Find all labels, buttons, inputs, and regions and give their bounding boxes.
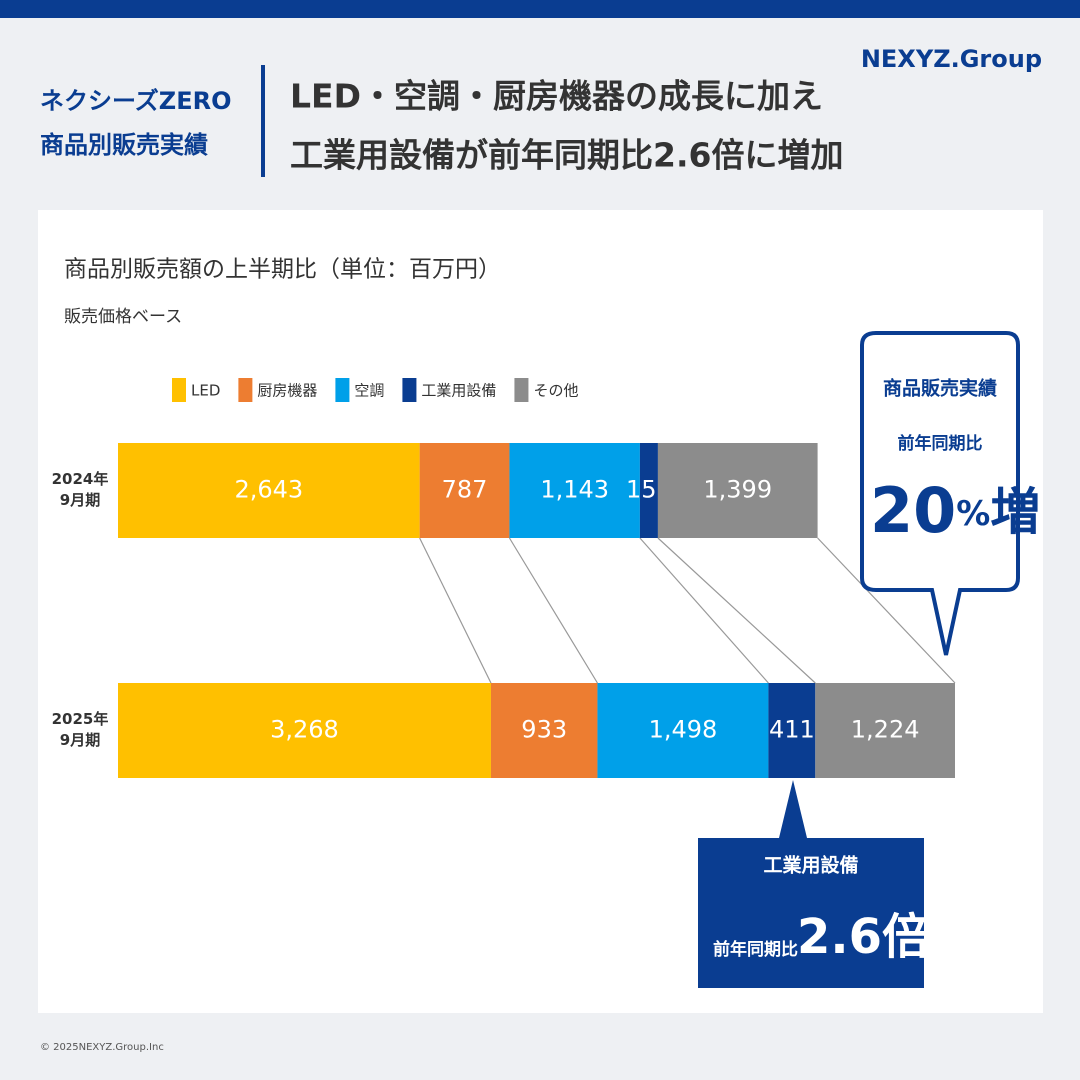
top-bar (0, 0, 1080, 18)
section-label: 商品別販売実績 (40, 131, 208, 159)
bar-segment (815, 683, 955, 778)
callout-big: 20%増 (870, 474, 1040, 547)
callout-title: 商品販売実績 (883, 377, 997, 400)
value-label: 1,399 (703, 476, 772, 504)
bar-segment (118, 443, 420, 538)
value-label: 3,268 (270, 716, 339, 744)
bar-segment (509, 443, 640, 538)
legend-swatch (402, 378, 417, 402)
legend-swatch (335, 378, 350, 402)
legend-label: 厨房機器 (257, 382, 317, 400)
footer: © 2025NEXYZ.Group.Inc (40, 1042, 164, 1053)
chart-title: 商品別販売額の上半期比（単位：百万円） (64, 257, 501, 283)
callout-sub: 前年同期比 (713, 939, 798, 960)
bar-segment (419, 443, 510, 538)
value-label: 411 (769, 716, 815, 744)
callout-number: 20 (870, 474, 956, 547)
category-label: 2024年 9月期 (51, 469, 109, 509)
connector (419, 537, 492, 684)
legend-label: 工業用設備 (421, 382, 496, 400)
bar-segment (768, 683, 816, 778)
legend-label: LED (191, 382, 220, 400)
callout-big: 2.6倍 (797, 909, 930, 965)
bar-segment (657, 443, 818, 538)
legend-label: その他 (533, 382, 578, 400)
bar-segment (597, 683, 769, 778)
connector (639, 537, 769, 684)
connector (657, 537, 816, 684)
chart-subtitle: 販売価格ベース (64, 307, 182, 327)
headline: LED・空調・厨房機器の成長に加え (290, 77, 823, 116)
bar-segment (490, 683, 598, 778)
headline: 工業用設備が前年同期比2.6倍に増加 (290, 136, 843, 175)
legend-swatch (172, 378, 186, 402)
legend-swatch (238, 378, 253, 402)
value-label: 2,643 (234, 476, 303, 504)
connector (817, 537, 956, 684)
value-label: 787 (442, 476, 488, 504)
callout-title: 工業用設備 (763, 854, 858, 877)
category-label: 2025年 9月期 (51, 709, 109, 749)
section-label: ネクシーズZERO (40, 87, 231, 115)
value-label: 933 (521, 716, 567, 744)
callout-unit: % (956, 494, 990, 534)
value-label: 1,143 (540, 476, 609, 504)
bar-segment (639, 443, 658, 538)
callout-suffix: 増 (990, 483, 1040, 541)
callout-box (698, 780, 924, 988)
callout-sub: 前年同期比 (898, 433, 983, 454)
logo: NEXYZ.Group (861, 45, 1042, 73)
callout-box (860, 331, 1020, 656)
value-label: 1,224 (851, 716, 920, 744)
connector (508, 537, 598, 684)
legend-swatch (514, 378, 529, 402)
divider (261, 65, 265, 177)
legend-label: 空調 (354, 382, 384, 400)
bar-segment (118, 683, 491, 778)
value-label: 1,498 (649, 716, 718, 744)
